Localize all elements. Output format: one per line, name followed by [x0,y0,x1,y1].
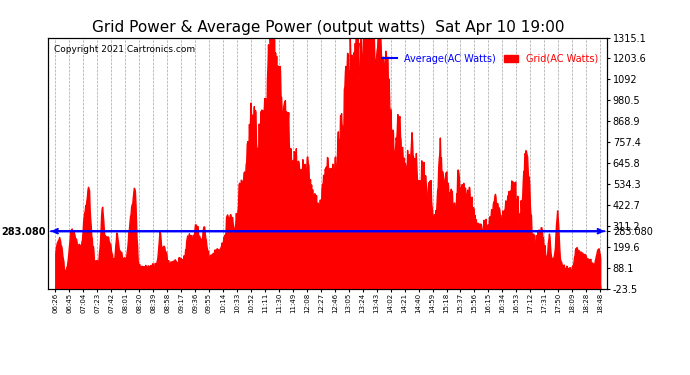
Text: Copyright 2021 Cartronics.com: Copyright 2021 Cartronics.com [54,45,195,54]
Legend: Average(AC Watts), Grid(AC Watts): Average(AC Watts), Grid(AC Watts) [378,50,602,68]
Title: Grid Power & Average Power (output watts)  Sat Apr 10 19:00: Grid Power & Average Power (output watts… [92,20,564,35]
